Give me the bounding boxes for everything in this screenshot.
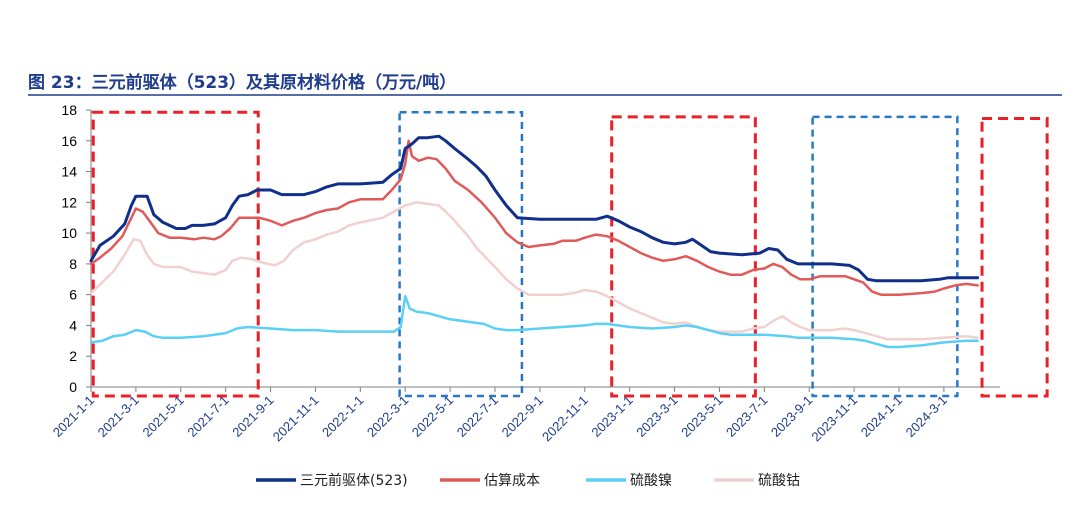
y-tick-label: 14: [61, 164, 77, 180]
x-tick-labels: 2021-1-12021-3-12021-5-12021-7-12021-9-1…: [50, 393, 950, 445]
series-lines: [89, 134, 980, 349]
highlight-box-red: [610, 115, 757, 398]
x-tick-label: 2021-1-1: [50, 393, 97, 440]
x-tick-label: 2024-3-1: [903, 393, 950, 440]
highlight-box-blue: [811, 115, 959, 398]
series-line-1: [89, 139, 979, 296]
legend-label: 估算成本: [484, 473, 540, 489]
x-tick-label: 2024-1-1: [858, 393, 905, 440]
legend-label: 三元前驱体(523): [300, 472, 408, 489]
series-line-0: [89, 134, 980, 283]
x-tick-label: 2022-11-1: [539, 393, 591, 445]
x-tick-label: 2022-3-1: [364, 393, 411, 440]
x-tick-label: 2023-7-1: [723, 393, 770, 440]
highlight-box-blue: [398, 111, 524, 398]
y-tick-label: 0: [69, 379, 77, 395]
highlight-box-red: [91, 110, 260, 398]
series-line-2: [89, 294, 979, 349]
legend-label: 硫酸镍: [630, 473, 672, 489]
x-tick-label: 2022-5-1: [409, 393, 456, 440]
x-tick-label: 2023-3-1: [633, 393, 680, 440]
x-tick-label: 2022-1-1: [319, 393, 366, 440]
highlight-box-red: [980, 116, 1049, 398]
x-tick-label: 2022-7-1: [454, 393, 501, 440]
legend-label: 硫酸钴: [758, 473, 800, 489]
y-tick-labels: 0 2 4 6 8 10 12 14 16 18: [61, 102, 77, 395]
chart-title: 图 23：三元前驱体（523）及其原材料价格（万元/吨）: [28, 72, 456, 93]
y-tick-label: 2: [69, 348, 77, 364]
y-tick-label: 10: [61, 225, 77, 241]
y-tick-label: 8: [69, 256, 77, 272]
y-tick-label: 18: [61, 102, 77, 118]
x-tick-label: 2023-11-1: [808, 393, 860, 445]
x-tick-label: 2021-7-1: [184, 393, 231, 440]
legend: 三元前驱体(523) 估算成本 硫酸镍 硫酸钴: [256, 472, 800, 489]
y-tick-label: 12: [61, 194, 77, 210]
axes: [86, 109, 1000, 392]
y-tick-label: 16: [61, 133, 77, 149]
y-tick-label: 4: [69, 317, 77, 333]
x-tick-label: 2021-5-1: [139, 393, 186, 440]
highlight-boxes: [91, 110, 1049, 398]
y-tick-label: 6: [69, 287, 77, 303]
x-tick-label: 2021-3-1: [95, 393, 142, 440]
x-tick-label: 2023-5-1: [678, 393, 725, 440]
x-tick-label: 2023-1-1: [588, 393, 635, 440]
x-tick-label: 2021-11-1: [270, 393, 322, 445]
series-line-3: [89, 201, 979, 341]
